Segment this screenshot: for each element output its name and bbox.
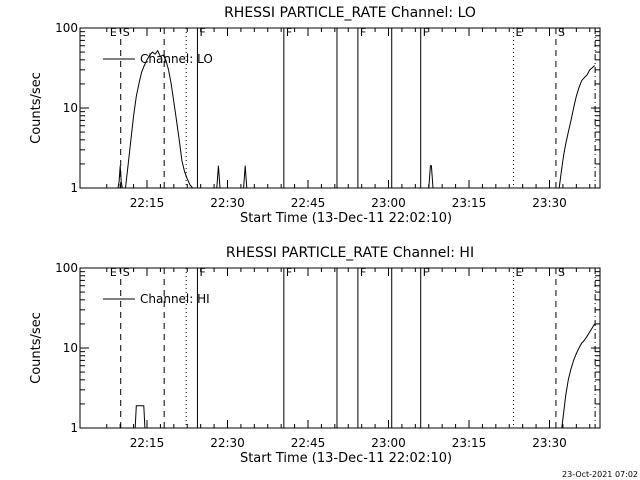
x-tick-label: 22:30 — [210, 436, 245, 450]
x-tick-label: 23:30 — [532, 196, 567, 210]
y-axis-label: Counts/sec — [29, 72, 44, 144]
legend-label: Channel: HI — [140, 292, 210, 306]
event-marker-label: F — [286, 266, 292, 279]
x-tick-label: 23:00 — [371, 196, 406, 210]
event-marker-label: E — [110, 266, 117, 279]
chart-title: RHESSI PARTICLE_RATE Channel: LO — [224, 5, 476, 21]
event-marker-label: F — [423, 266, 429, 279]
legend-label: Channel: LO — [140, 52, 213, 66]
x-tick-label: 23:30 — [532, 436, 567, 450]
x-axis-label: Start Time (13-Dec-11 22:02:10) — [240, 451, 452, 466]
y-tick-label: 100 — [55, 261, 78, 275]
y-axis-label: Counts/sec — [29, 312, 44, 384]
event-marker-label: E — [516, 266, 523, 279]
event-marker-label: F — [199, 26, 205, 39]
event-marker-label: F — [199, 266, 205, 279]
y-tick-label: 10 — [63, 341, 78, 355]
y-tick-label: 100 — [55, 21, 78, 35]
x-tick-label: 22:45 — [291, 196, 326, 210]
x-axis-label: Start Time (13-Dec-11 22:02:10) — [240, 211, 452, 226]
event-marker-label: S — [558, 26, 565, 39]
x-tick-label: 23:15 — [452, 436, 487, 450]
event-marker-label: F — [423, 26, 429, 39]
y-tick-label: 10 — [63, 101, 78, 115]
event-marker-label: E — [516, 26, 523, 39]
panel-hi: RHESSI PARTICLE_RATE Channel: HI Counts/s… — [29, 245, 601, 466]
event-marker-label: S — [123, 26, 130, 39]
event-marker-label: F — [360, 266, 366, 279]
event-marker-label: S — [123, 266, 130, 279]
series-line-lo — [117, 49, 595, 189]
x-tick-label: 22:15 — [130, 436, 165, 450]
event-marker-label: F — [286, 26, 292, 39]
chart-title: RHESSI PARTICLE_RATE Channel: HI — [226, 245, 474, 261]
y-tick-label: 1 — [70, 181, 78, 195]
x-tick-label: 22:15 — [130, 196, 165, 210]
event-marker-label: E — [110, 26, 117, 39]
y-tick-label: 1 — [70, 421, 78, 435]
series-line-hi — [134, 323, 596, 429]
event-marker-label: F — [360, 26, 366, 39]
x-tick-label: 22:45 — [291, 436, 326, 450]
x-tick-label: 23:00 — [371, 436, 406, 450]
event-marker-label: S — [558, 266, 565, 279]
panel-lo: RHESSI PARTICLE_RATE Channel: LO Counts/s… — [29, 5, 601, 226]
x-tick-label: 23:15 — [452, 196, 487, 210]
plot-timestamp: 23-Oct-2021 07:02 — [562, 470, 638, 479]
x-tick-label: 22:30 — [210, 196, 245, 210]
